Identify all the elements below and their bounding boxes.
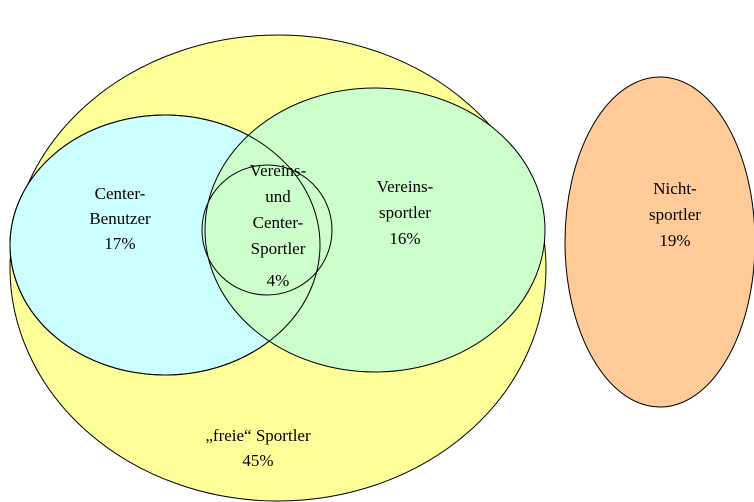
label: Vereins- [250,161,307,180]
non-athletes-area [564,76,754,408]
value: 17% [104,234,135,253]
label: „freie“ Sportler [205,426,311,445]
label: Benutzer [89,209,151,228]
label: sportler [379,203,431,222]
value: 45% [242,451,273,470]
label: Sportler [251,239,306,258]
label: Center- [253,213,304,232]
center-users-outline [9,114,321,376]
club-athletes-area [204,87,546,373]
value: 4% [267,271,290,290]
value: 16% [389,229,420,248]
label: sportler [649,205,701,224]
label: Nicht- [653,179,697,198]
label: Center- [95,184,146,203]
value: 19% [659,231,690,250]
label: und [265,187,291,206]
label: Vereins- [377,177,434,196]
intersection-outline [201,164,333,296]
